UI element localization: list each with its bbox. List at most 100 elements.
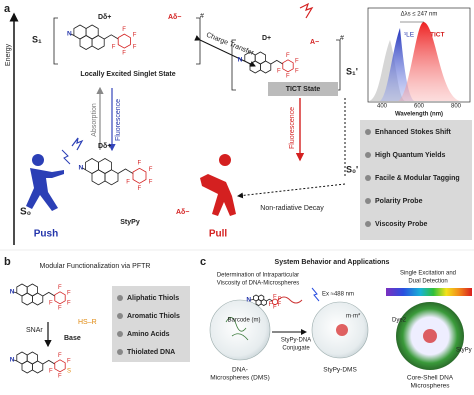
bond — [241, 59, 245, 62]
thiol: Aliphatic Thiols — [127, 295, 179, 302]
vinyl — [104, 34, 119, 40]
tick-label: 600 — [414, 104, 425, 110]
bond — [250, 299, 254, 301]
curve-label: ¹LE — [404, 32, 415, 39]
ring — [255, 299, 262, 306]
vinyl — [117, 168, 134, 174]
decay-arrow — [238, 98, 346, 196]
atom: F — [295, 68, 299, 74]
conjugate — [277, 296, 303, 304]
panel-label: a — [4, 3, 11, 15]
vinyl — [266, 298, 273, 302]
bond — [13, 291, 17, 294]
feature: Facile & Modular Tagging — [375, 175, 460, 182]
atom: F — [268, 302, 272, 308]
atom: N — [246, 297, 251, 304]
atom: F — [67, 290, 71, 296]
caption: TICT State — [286, 86, 321, 93]
sphere-label: Core-Shell DNA — [407, 375, 454, 382]
curve-label: TICT — [430, 32, 444, 39]
spectrum-bar — [386, 288, 472, 296]
atom: N — [238, 57, 243, 64]
vinyl — [42, 291, 55, 297]
atom: F — [149, 180, 153, 186]
panel-label: b — [4, 256, 11, 268]
tict-curve — [398, 21, 460, 101]
reagent: HS–R — [78, 319, 97, 326]
mark: # — [200, 13, 204, 20]
atom: N — [79, 165, 84, 172]
probe — [423, 329, 437, 343]
tick-label: 800 — [451, 104, 462, 110]
ring — [249, 60, 261, 74]
note: Dual Detection — [408, 279, 447, 285]
acceptor: Aδ− — [176, 209, 189, 216]
sphere-label: StyPy-DMS — [323, 367, 357, 374]
atom: F — [49, 300, 53, 306]
atom: F — [58, 306, 62, 312]
ring — [272, 298, 278, 306]
bullet — [117, 295, 123, 301]
feature: High Quantum Yields — [375, 152, 446, 159]
push-label: Push — [34, 229, 58, 240]
atom: F — [58, 285, 62, 291]
note: Determination of Intraparticular — [217, 273, 299, 279]
sphere-label: DNA- — [232, 367, 248, 374]
pull-figure — [200, 154, 236, 216]
atom: F — [273, 305, 277, 311]
atom: F — [133, 45, 137, 51]
dye-label: Dye2 — [392, 318, 407, 324]
reaction: SNAr — [26, 327, 43, 334]
thiol-list: Aliphatic Thiols Aromatic Thiols Amino Aci… — [117, 295, 180, 356]
energy-label: Energy — [5, 43, 12, 66]
atom: F — [286, 53, 290, 59]
thiol: Amino Acids — [127, 331, 170, 338]
level: S₁ — [32, 34, 42, 44]
donor: Dδ+ — [98, 143, 111, 150]
atom: F — [112, 45, 116, 51]
atom: F — [133, 33, 137, 39]
bond — [82, 167, 86, 171]
acceptor: Aδ− — [168, 14, 181, 21]
ring — [54, 359, 66, 373]
ring — [54, 291, 66, 305]
feature-list: Enhanced Stokes Shift High Quantum Yields… — [365, 129, 460, 228]
caption: Locally Excited Singlet State — [80, 71, 175, 78]
note: Viscosity of DNA-Microspheres — [217, 281, 300, 287]
atom: F — [58, 374, 62, 380]
bullet — [365, 175, 371, 181]
atom: F — [122, 27, 126, 33]
vinyl — [42, 359, 55, 365]
feature: Enhanced Stokes Shift — [375, 129, 452, 136]
bond — [13, 359, 17, 362]
ring — [260, 299, 267, 306]
bullet — [117, 313, 123, 319]
axis-label: Wavelength (nm) — [395, 112, 443, 118]
thiol-box — [112, 286, 190, 362]
spark — [71, 137, 84, 151]
level: S₀ — [20, 207, 31, 218]
conjugate-label: StyPy-DNA — [281, 338, 311, 344]
sphere-label: Microspheres — [410, 383, 450, 390]
ring — [132, 167, 147, 184]
vinyl — [270, 59, 283, 65]
spark — [61, 149, 71, 165]
donor: D+ — [262, 35, 271, 42]
acceptor: A− — [310, 39, 319, 46]
atom: F — [67, 358, 71, 364]
ring — [21, 292, 33, 306]
fluorescence-label: Fluorescence — [289, 107, 296, 149]
donor: Dδ+ — [98, 14, 111, 21]
bullet — [117, 331, 123, 337]
state-box — [268, 82, 338, 96]
atom: N — [10, 289, 15, 296]
atom: F — [149, 167, 153, 173]
sphere-label: Microspheres (DMS) — [210, 375, 270, 382]
ring — [79, 35, 93, 50]
atom: F — [277, 68, 281, 74]
atom: F — [295, 58, 299, 64]
shift-label: Δλs ≤ 247 nm — [401, 12, 438, 18]
atom: N — [10, 357, 15, 364]
decay-label: Non-radiative Decay — [260, 205, 324, 212]
